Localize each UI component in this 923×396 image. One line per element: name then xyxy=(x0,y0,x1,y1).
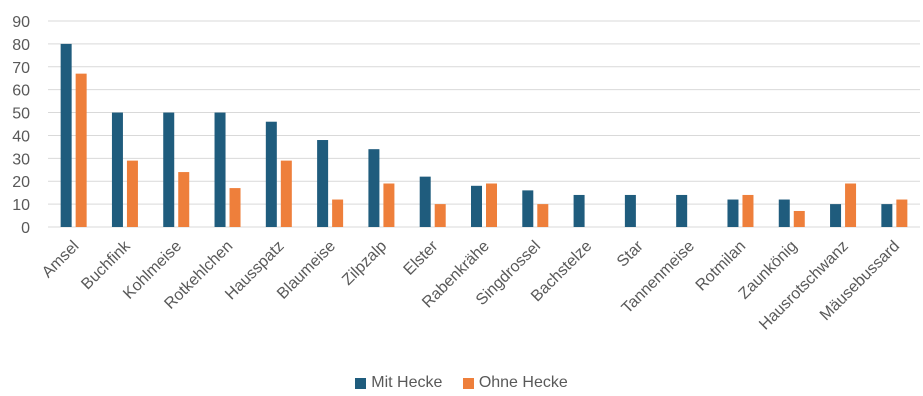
bar-mit-hecke xyxy=(368,149,380,227)
bar-mit-hecke xyxy=(624,194,636,227)
bar-ohne-hecke xyxy=(126,160,138,227)
bar-mit-hecke xyxy=(317,140,329,227)
bar-ohne-hecke xyxy=(178,172,190,227)
bar-mit-hecke xyxy=(727,199,739,227)
bars xyxy=(60,43,908,228)
bar-mit-hecke xyxy=(163,112,175,227)
x-tick-label: Zilpzalp xyxy=(339,238,390,289)
y-tick-label: 0 xyxy=(21,220,30,237)
bar-mit-hecke xyxy=(573,194,585,227)
legend-label-ohne-hecke: Ohne Hecke xyxy=(478,374,568,391)
y-tick-label: 70 xyxy=(12,60,30,77)
bar-ohne-hecke xyxy=(845,183,857,227)
y-axis-ticks: 0 10 20 30 40 50 60 70 80 90 xyxy=(12,14,30,237)
x-tick-label: Elster xyxy=(401,237,442,278)
bar-mit-hecke xyxy=(214,112,226,227)
gridlines xyxy=(48,20,920,228)
bar-mit-hecke xyxy=(471,185,482,227)
bar-mit-hecke xyxy=(778,199,790,227)
y-tick-label: 10 xyxy=(12,197,30,214)
legend: Mit Hecke Ohne Hecke xyxy=(0,374,923,394)
bar-mit-hecke xyxy=(830,204,842,227)
y-tick-label: 20 xyxy=(12,174,30,191)
x-tick-label: Hausrotschwanz xyxy=(756,238,852,334)
legend-item-mit-hecke: Mit Hecke xyxy=(355,374,442,392)
legend-swatch-mit-hecke xyxy=(355,377,367,389)
bar-mit-hecke xyxy=(265,121,277,227)
y-tick-label: 90 xyxy=(12,14,30,31)
y-tick-label: 30 xyxy=(12,151,30,168)
x-axis-labels: AmselBuchfinkKohlmeiseRotkehlchenHausspa… xyxy=(39,237,903,333)
bar-mit-hecke xyxy=(881,204,893,227)
legend-label-mit-hecke: Mit Hecke xyxy=(371,374,443,391)
bar-ohne-hecke xyxy=(486,183,497,227)
bar-ohne-hecke xyxy=(229,188,241,227)
bar-mit-hecke xyxy=(111,112,123,227)
y-tick-label: 40 xyxy=(12,128,30,145)
bar-ohne-hecke xyxy=(332,199,344,227)
bar-mit-hecke xyxy=(60,43,72,228)
bar-ohne-hecke xyxy=(383,183,395,227)
bar-mit-hecke xyxy=(522,190,534,227)
bar-ohne-hecke xyxy=(75,73,87,228)
legend-swatch-ohne-hecke xyxy=(462,377,474,389)
bar-ohne-hecke xyxy=(742,194,754,227)
x-tick-label: Star xyxy=(614,237,647,270)
y-tick-label: 50 xyxy=(12,106,30,123)
bar-chart: 0 10 20 30 40 50 60 70 80 90 AmselBuchfinkKohlmei… xyxy=(12,14,920,333)
bar-ohne-hecke xyxy=(280,160,292,227)
bar-ohne-hecke xyxy=(537,204,549,227)
bar-ohne-hecke xyxy=(793,210,805,227)
bar-ohne-hecke xyxy=(434,204,446,227)
bar-mit-hecke xyxy=(419,176,431,227)
x-tick-label: Amsel xyxy=(39,238,82,281)
bar-ohne-hecke xyxy=(896,199,908,227)
legend-item-ohne-hecke: Ohne Hecke xyxy=(462,374,568,392)
y-tick-label: 80 xyxy=(12,37,30,54)
y-tick-label: 60 xyxy=(12,83,30,100)
bar-mit-hecke xyxy=(676,194,688,227)
